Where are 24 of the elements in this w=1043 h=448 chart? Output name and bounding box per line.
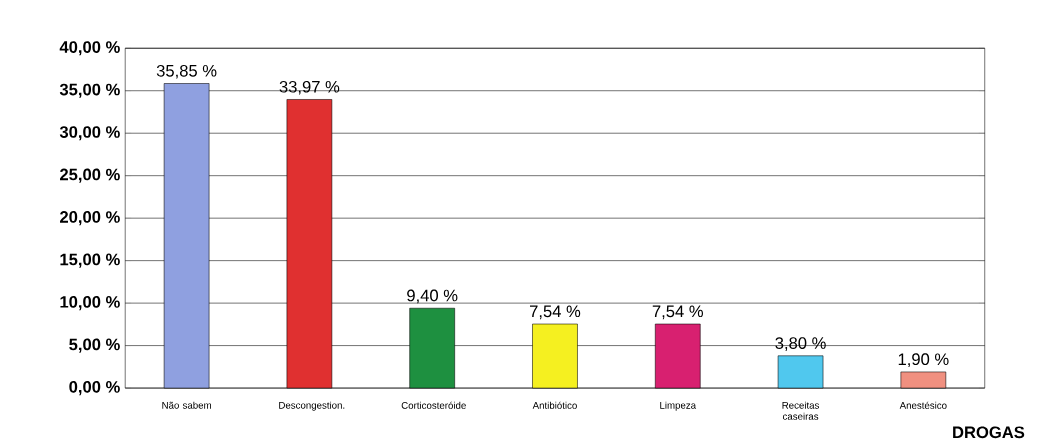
data-label: 7,54 % [652,305,703,319]
x-tick-label: Corticosteróide [401,401,466,409]
y-tick-label: 5,00 % [69,338,120,353]
y-tick-label: 15,00 % [60,253,120,268]
x-tick-label: Não sabem [162,401,211,409]
x-tick-label: Receitas caseiras [782,401,820,420]
y-tick-label: 0,00 % [69,380,120,395]
y-tick-label: 25,00 % [60,168,120,183]
x-tick-label: Limpeza [660,401,697,411]
x-tick-label: Descongestion. [279,401,345,411]
y-tick-label: 40,00 % [59,41,120,56]
y-tick-label: 20,00 % [60,210,120,226]
data-label: 7,54 % [529,305,581,319]
y-tick-label: 30,00 % [59,125,120,141]
data-label: 1,90 % [898,353,949,367]
data-label: 33,97 % [279,80,340,95]
x-tick-label: Antibiótico [532,401,577,409]
x-axis-title: DROGAS [953,426,1025,438]
x-tick-label: Anestésico [899,401,947,409]
data-label: 9,40 % [407,289,458,304]
y-tick-label: 10,00 % [60,295,120,311]
data-label: 35,85 % [156,64,217,79]
y-tick-label: 35,00 % [59,83,120,98]
data-label: 3,80 % [775,337,826,351]
